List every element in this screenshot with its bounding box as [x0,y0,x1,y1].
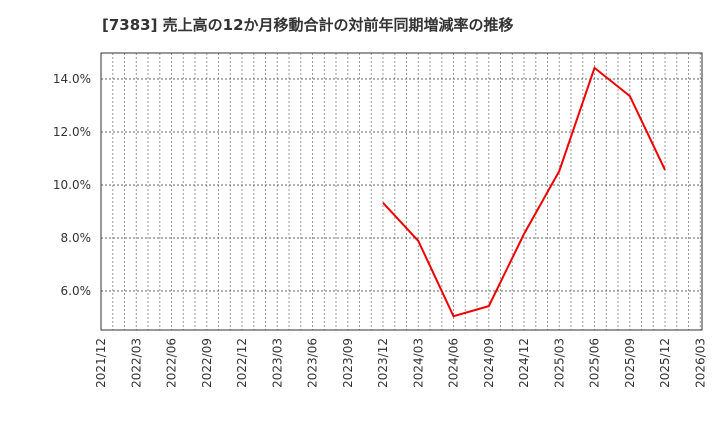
x-tick-label: 2022/03 [129,338,143,388]
y-tick-label: 8.0% [61,231,92,245]
x-tick-label: 2024/09 [482,338,496,388]
x-tick-label: 2025/12 [658,338,672,388]
y-tick-label: 10.0% [53,178,91,192]
y-tick-label: 12.0% [53,125,91,139]
x-tick-label: 2024/06 [447,338,461,388]
x-axis-labels: 2021/12 2022/03 2022/06 2022/09 2022/12 2023/… [94,338,707,388]
x-tick-label: 2021/12 [94,338,108,388]
x-tick-label: 2024/12 [517,338,531,388]
x-tick-label: 2022/06 [165,338,179,388]
x-tick-label: 2025/06 [588,338,602,388]
x-tick-label: 2026/03 [693,338,707,388]
x-tick-label: 2022/09 [200,338,214,388]
x-tick-label: 2023/06 [306,338,320,388]
plot-area-border [100,52,703,331]
x-tick-label: 2023/03 [270,338,284,388]
y-axis-labels: 6.0% 8.0% 10.0% 12.0% 14.0% [53,72,91,298]
x-tick-label: 2023/12 [376,338,390,388]
gridlines [101,53,702,330]
x-tick-label: 2023/09 [341,338,355,388]
x-tick-label: 2025/03 [552,338,566,388]
y-tick-label: 6.0% [61,284,92,298]
x-tick-label: 2024/03 [411,338,425,388]
x-tick-label: 2022/12 [235,338,249,388]
x-tick-label: 2025/09 [623,338,637,388]
y-tick-label: 14.0% [53,72,91,86]
data-line [382,66,666,318]
chart-title: [7383] 売上高の12か月移動合計の対前年同期増減率の推移 [102,16,514,34]
